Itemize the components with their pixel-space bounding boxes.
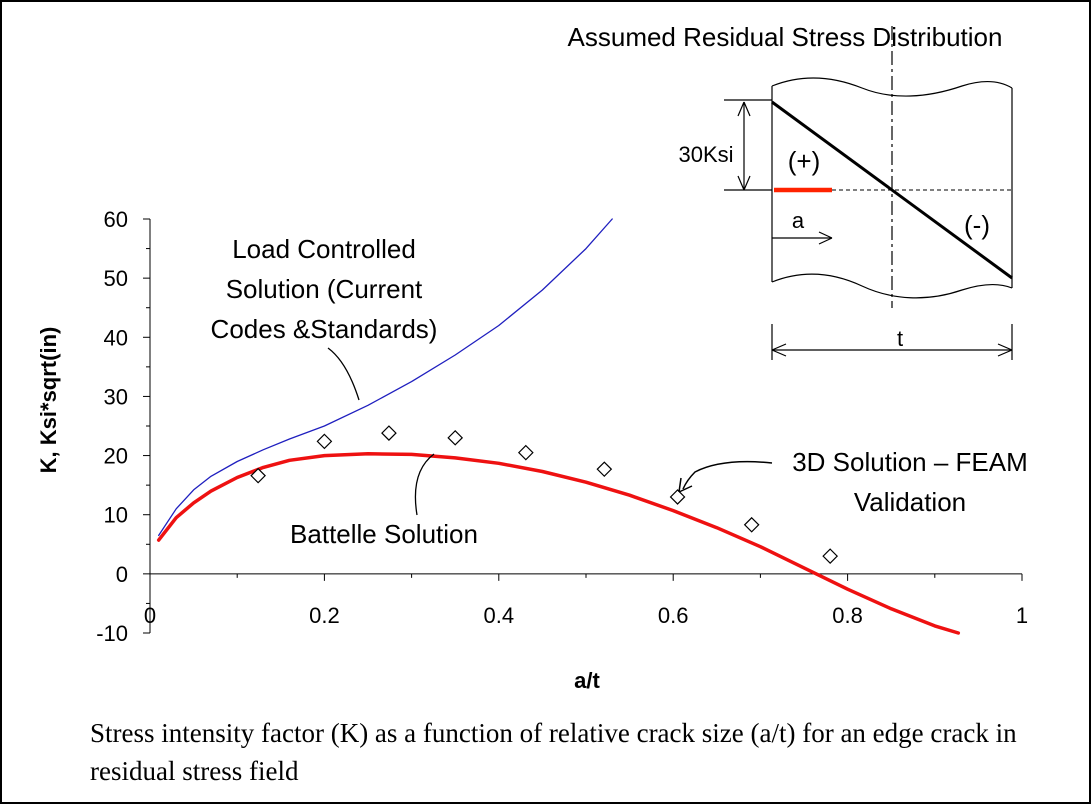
annotation-leader-load — [327, 347, 360, 401]
minus-label: (-) — [964, 210, 990, 240]
series-line-0 — [158, 218, 613, 537]
t-arrow-right — [997, 343, 1013, 357]
data-point-diamond — [381, 425, 397, 441]
x-axis-label: a/t — [574, 668, 600, 693]
data-point-diamond — [447, 429, 464, 446]
annotation-battelle: Battelle Solution — [290, 519, 478, 549]
annotation-load-controlled: Load Controlled — [232, 234, 416, 264]
y-tick-label: 60 — [104, 207, 128, 232]
annotation-layer: Load Controlled Solution (Current Codes &S… — [211, 234, 1028, 549]
annotation-load-controlled: Solution (Current — [226, 274, 423, 304]
y-axis-label: K, Ksi*sqrt(in) — [36, 327, 61, 474]
series-line-1 — [156, 452, 961, 635]
x-tick-label: 0.8 — [832, 603, 863, 628]
a-label: a — [792, 208, 805, 233]
y-tick-label: 50 — [104, 266, 128, 291]
data-point-diamond — [250, 467, 266, 484]
a-arrowhead — [818, 231, 833, 245]
y-tick-label: 0 — [116, 562, 128, 587]
stress-distribution-line — [771, 100, 1013, 280]
annotation-feam: Validation — [854, 487, 966, 517]
axes-layer: 60 50 40 30 20 10 0 -10 0 0.2 0.4 0.6 0.8 1 a/t K, Ksi*… — [36, 207, 1028, 693]
t-arrow-left — [771, 343, 787, 357]
y-tick-label: 30 — [104, 384, 128, 409]
t-label: t — [897, 326, 903, 351]
annotation-feam: 3D Solution – FEAM — [792, 447, 1028, 477]
x-tick-label: 0.2 — [309, 603, 340, 628]
x-tick-label: 0 — [144, 603, 156, 628]
stress-arrow-top — [737, 101, 751, 117]
annotation-leader-feam — [682, 460, 773, 490]
figure-caption: Stress intensity factor (K) as a functio… — [90, 718, 1017, 786]
data-point-diamond — [669, 489, 686, 505]
annotation-arrowhead-feam — [678, 477, 693, 493]
inset-title: Assumed Residual Stress Distribution — [568, 22, 1003, 52]
data-point-diamond — [596, 461, 613, 478]
data-point-diamond — [316, 433, 333, 450]
data-point-diamond — [822, 548, 839, 564]
stress-label: 30Ksi — [678, 142, 733, 167]
plate-top-edge — [771, 77, 1013, 97]
x-tick-label: 1 — [1016, 603, 1028, 628]
x-tick-label: 0.6 — [658, 603, 689, 628]
y-tick-label: -10 — [96, 621, 128, 646]
annotation-leader-battelle — [414, 453, 435, 516]
series-layer — [156, 218, 961, 635]
data-point-diamond — [743, 516, 760, 533]
annotation-load-controlled: Codes &Standards) — [211, 314, 438, 344]
plus-label: (+) — [788, 146, 821, 176]
data-point-diamond — [517, 444, 534, 461]
stress-arrow-bottom — [737, 175, 751, 191]
y-tick-label: 20 — [104, 444, 128, 469]
y-tick-label: 40 — [104, 325, 128, 350]
inset-diagram: Assumed Residual Stress Distribution 30Ks… — [568, 22, 1013, 360]
y-tick-label: 10 — [104, 503, 128, 528]
plate-bottom-edge — [771, 273, 1013, 299]
x-tick-label: 0.4 — [484, 603, 515, 628]
